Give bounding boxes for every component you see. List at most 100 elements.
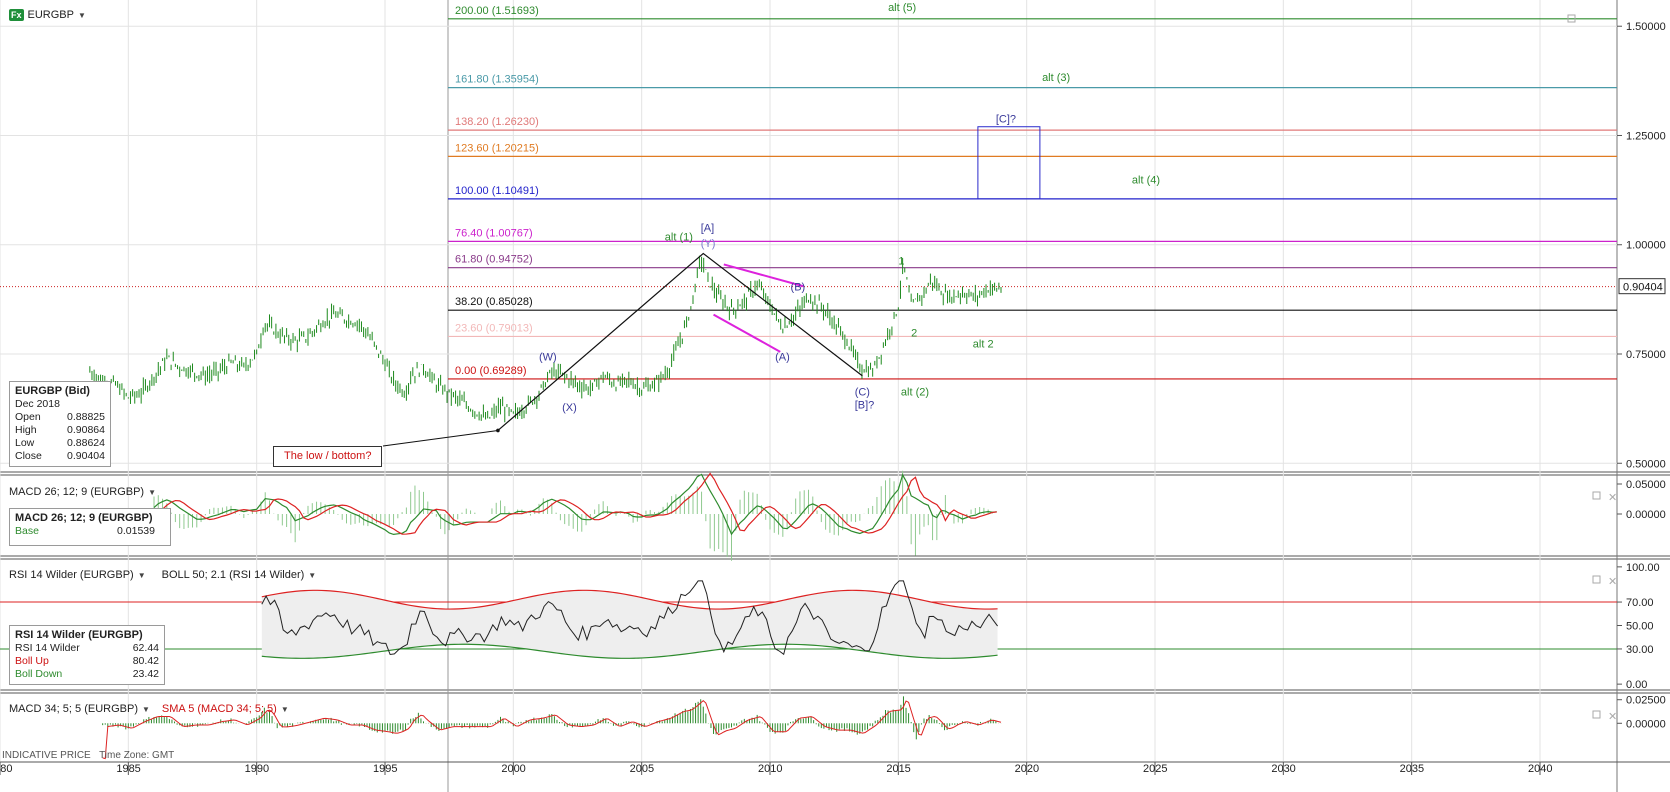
fib-label: 200.00 (1.51693)	[455, 5, 539, 17]
x-tick-label: 1995	[373, 763, 397, 775]
rsi-info-box: RSI 14 Wilder (EURGBP) RSI 14 Wilder 62.4…	[9, 625, 165, 685]
wave-label: alt (1)	[665, 231, 693, 243]
x-tick-label: 1985	[116, 763, 140, 775]
wave-label: (C)	[855, 387, 870, 399]
y-tick-label: 70.00	[1626, 597, 1654, 609]
chevron-down-icon[interactable]: ▼	[148, 487, 157, 497]
boll-up-line	[261, 589, 998, 610]
info-row: Open 0.88825	[15, 411, 105, 423]
symbol-header[interactable]: Fx EURGBP ▼	[9, 9, 86, 21]
wave-line	[497, 252, 863, 431]
wave-label: (W)	[539, 352, 557, 364]
rsi-line	[261, 580, 998, 656]
wave-label: 2	[911, 328, 917, 340]
panel-maximize-icon	[1592, 575, 1601, 584]
channel-line	[713, 313, 781, 353]
fx-icon: Fx	[9, 9, 24, 21]
boll-down-line	[261, 643, 998, 659]
wave-label: (X)	[562, 402, 577, 414]
wave-label: alt (4)	[1132, 175, 1160, 187]
x-tick-label: 2010	[758, 763, 782, 775]
x-tick-label: 2005	[630, 763, 654, 775]
y-tick-label: 1.00000	[1626, 240, 1666, 252]
wave-label: alt 2	[973, 338, 994, 350]
ohlc-info-box: EURGBP (Bid) Dec 2018 Open 0.88825 High 0.…	[9, 381, 111, 467]
fib-label: 0.00 (0.69289)	[455, 365, 527, 377]
y-tick-label: 30.00	[1626, 644, 1654, 656]
fib-label: 138.20 (1.26230)	[455, 116, 539, 128]
info-title: EURGBP (Bid)	[15, 385, 90, 397]
chevron-down-icon[interactable]: ▼	[77, 10, 86, 20]
info-date: Dec 2018	[15, 398, 60, 410]
footer-info: INDICATIVE PRICE Time Zone: GMT	[2, 750, 175, 761]
boll-band-fill	[261, 590, 998, 659]
y-tick-label: 1.25000	[1626, 130, 1666, 142]
macd-trigger-line	[153, 472, 997, 535]
wave-label: [C]?	[996, 113, 1016, 125]
y-tick-label: 0.75000	[1626, 349, 1666, 361]
info-row: Close 0.90404	[15, 450, 105, 462]
channel-line	[723, 263, 804, 288]
close-icon: ✕	[1608, 492, 1617, 504]
y-tick-label: 0.00000	[1626, 509, 1666, 521]
close-icon: ✕	[1608, 711, 1617, 723]
x-tick-label: 2035	[1400, 763, 1424, 775]
symbol-label: EURGBP	[27, 9, 74, 21]
wave-label: [A]	[701, 223, 714, 235]
panel-maximize-icon	[1592, 491, 1601, 500]
rsi-panel-header[interactable]: RSI 14 Wilder (EURGBP) ▼ BOLL 50; 2.1 (R…	[9, 569, 317, 581]
wave-label: 1	[898, 255, 904, 267]
last-price-box	[1618, 278, 1666, 295]
pivot-dot	[496, 428, 500, 433]
chevron-down-icon[interactable]: ▼	[280, 704, 289, 714]
wave-label: alt (3)	[1042, 72, 1070, 84]
wave-label: (Y)	[701, 238, 716, 250]
panel-maximize-icon	[1592, 710, 1601, 719]
chevron-down-icon[interactable]: ▼	[137, 570, 146, 580]
panel-maximize-icon	[1567, 14, 1576, 23]
y-tick-label: 0.00	[1626, 679, 1647, 691]
y-tick-label: 50.00	[1626, 621, 1654, 633]
wave-label: alt (2)	[901, 387, 929, 399]
y-tick-label: 0.50000	[1626, 458, 1666, 470]
target-box	[977, 126, 1041, 200]
wave-label: alt (5)	[888, 2, 916, 14]
fib-label: 76.40 (1.00767)	[455, 227, 533, 239]
fib-label: 23.60 (0.79013)	[455, 322, 533, 334]
x-tick-label: 2040	[1528, 763, 1552, 775]
fib-label: 100.00 (1.10491)	[455, 185, 539, 197]
x-tick-label: 1990	[245, 763, 269, 775]
y-tick-label: 0.00000	[1626, 718, 1666, 730]
chevron-down-icon[interactable]: ▼	[141, 704, 150, 714]
x-tick-label: 2025	[1143, 763, 1167, 775]
info-row: Low 0.88624	[15, 437, 105, 449]
macd2-panel-header[interactable]: MACD 34; 5; 5 (EURGBP) ▼ SMA 5 (MACD 34;…	[9, 703, 289, 715]
fib-label: 161.80 (1.35954)	[455, 74, 539, 86]
fib-label: 123.60 (1.20215)	[455, 142, 539, 154]
x-tick-label: 2000	[501, 763, 525, 775]
macd-info-box: MACD 26; 12; 9 (EURGBP) Base 0.01539	[9, 508, 171, 546]
price-bars	[89, 255, 1002, 423]
x-tick-label: 2030	[1271, 763, 1295, 775]
fib-label: 61.80 (0.94752)	[455, 254, 533, 266]
close-icon: ✕	[1608, 576, 1617, 588]
macd-base-line	[153, 473, 997, 536]
sma-line	[102, 699, 1002, 760]
x-tick-label: 2020	[1015, 763, 1039, 775]
info-row: High 0.90864	[15, 424, 105, 436]
low-callout: The low / bottom?	[273, 446, 383, 467]
fib-label: 38.20 (0.85028)	[455, 296, 533, 308]
y-tick-label: 1.50000	[1626, 21, 1666, 33]
y-tick-label: 0.05000	[1626, 479, 1666, 491]
callout-leader	[382, 429, 499, 447]
x-tick-label: 2015	[886, 763, 910, 775]
wave-label: [B]?	[855, 400, 875, 412]
wave-label: (A)	[775, 352, 790, 364]
wave-label: (B)	[791, 282, 806, 294]
chevron-down-icon[interactable]: ▼	[308, 570, 317, 580]
macd-panel-header[interactable]: MACD 26; 12; 9 (EURGBP) ▼	[9, 486, 157, 498]
y-tick-label: 100.00	[1626, 562, 1660, 574]
last-price-label: 0.90404	[1623, 282, 1663, 294]
x-tick-label: 1980	[0, 763, 12, 775]
